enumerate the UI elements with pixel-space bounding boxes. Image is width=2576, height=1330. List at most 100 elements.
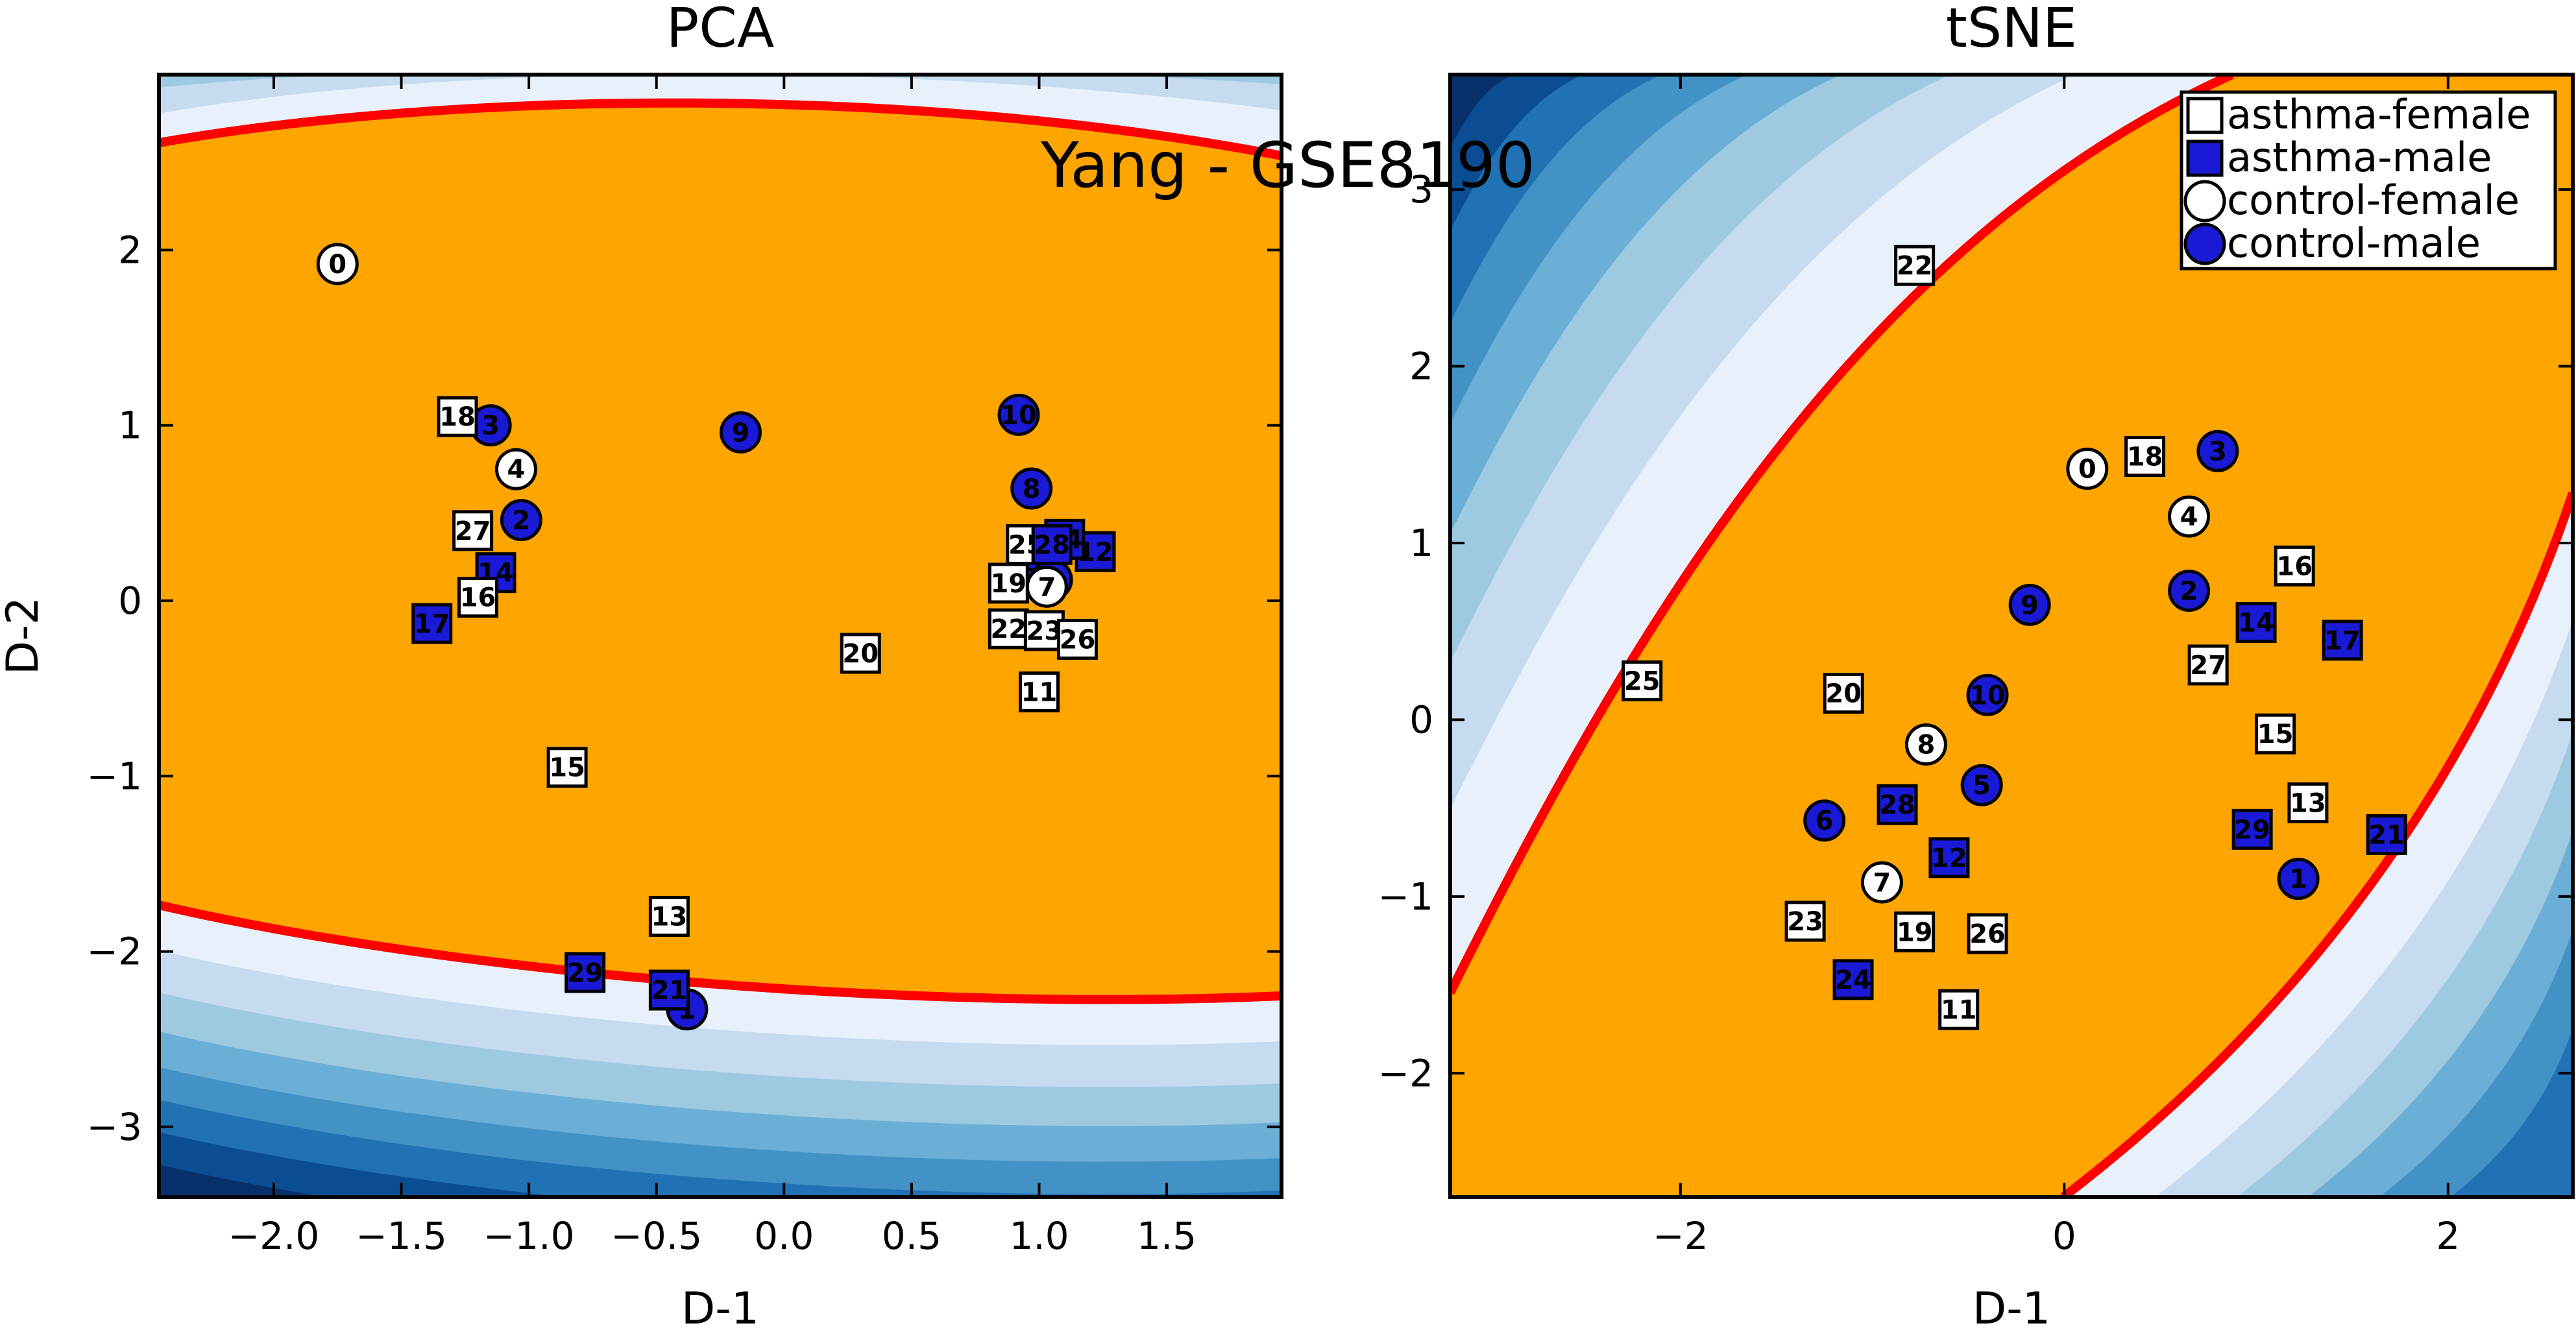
point-label: 9	[732, 418, 750, 448]
point-label: 2	[512, 506, 530, 536]
data-point-asthma-male: 28	[1031, 524, 1073, 565]
data-point-control-male: 9	[2008, 583, 2051, 626]
point-label: 12	[1931, 843, 1967, 873]
tsne-title: tSNE	[1946, 0, 2077, 60]
pca-x-tick-label: 1.5	[1137, 1214, 1197, 1258]
tsne-inside-region	[1450, 75, 2573, 1197]
legend-marker-asthma-female	[2186, 97, 2224, 134]
data-point-asthma-female: 13	[2287, 782, 2329, 823]
point-marker-circle	[1904, 723, 1947, 766]
point-label: 19	[990, 569, 1027, 599]
pca-contour-bottom-7	[159, 1165, 1282, 1197]
tsne-contour-upper-7	[1450, 75, 1513, 149]
point-label: 4	[507, 455, 526, 485]
point-marker-circle	[1966, 673, 2009, 716]
point-label: 16	[2276, 551, 2313, 581]
point-label: 22	[1897, 251, 1933, 281]
point-label: 10	[1969, 681, 2006, 710]
data-point-control-male: 2	[2168, 570, 2211, 612]
point-marker-square	[1018, 671, 1060, 712]
data-point-asthma-female: 16	[457, 577, 498, 618]
pca-y-tick-label: −2	[87, 930, 143, 974]
point-label: 8	[1917, 731, 1935, 760]
point-label: 21	[651, 976, 688, 1006]
point-marker-square	[411, 603, 453, 644]
point-marker-square	[546, 747, 588, 788]
point-marker-circle	[2066, 448, 2109, 490]
data-point-control-female: 8	[1904, 723, 1947, 766]
point-marker-square	[840, 633, 881, 674]
legend-box	[2180, 90, 2557, 271]
point-marker-circle	[2168, 495, 2211, 538]
point-marker-square	[437, 396, 478, 437]
point-marker-circle	[2277, 858, 2320, 901]
data-point-asthma-male: 12	[1928, 837, 1970, 878]
point-label: 9	[2021, 590, 2039, 620]
tsne-x-tick-label: 0	[2052, 1214, 2076, 1258]
point-marker-circle	[500, 499, 542, 542]
point-label: 14	[2238, 609, 2274, 638]
point-label: 22	[990, 614, 1027, 644]
point-marker-circle	[494, 448, 537, 490]
legend-marker-control-female	[2183, 180, 2226, 223]
point-marker-circle	[1960, 764, 2003, 806]
data-point-asthma-female: 16	[2274, 545, 2315, 586]
point-label: 0	[328, 250, 346, 280]
data-point-control-female: 4	[494, 448, 537, 490]
pca-x-tick-label: −2.0	[228, 1214, 320, 1258]
pca-y-tick-label: 1	[118, 404, 142, 448]
tsne-frame	[1448, 73, 2575, 1199]
pca-inside-region	[159, 103, 1282, 1000]
point-marker-circle	[1860, 861, 1903, 904]
point-label: 5	[1973, 771, 1991, 801]
data-point-control-female: 0	[2066, 448, 2109, 490]
tsne-y-tick-label: −1	[1378, 875, 1434, 919]
point-label: 15	[549, 753, 585, 783]
tsne-y-tick-label: 1	[1409, 521, 1433, 565]
data-point-asthma-male: 24	[1832, 959, 1874, 1000]
pca-title: PCA	[666, 0, 775, 60]
point-label: 27	[455, 516, 491, 546]
point-label: 26	[1969, 919, 2006, 949]
point-marker-circle	[2008, 583, 2051, 626]
point-label: 27	[2190, 651, 2226, 681]
legend-marker-asthma-male	[2186, 139, 2224, 177]
data-point-asthma-male: 17	[2322, 620, 2363, 661]
point-label: 3	[2209, 437, 2227, 466]
pca-panel: 0123456789101112131415161718192021222324…	[0, 0, 1283, 1330]
point-label: 6	[1816, 806, 1834, 836]
pca-y-tick-label: −3	[87, 1105, 143, 1149]
pca-contour-top-1	[159, 75, 1282, 114]
tsne-contour-upper-6	[1450, 75, 1583, 231]
pca-boundary-top	[159, 98, 1282, 160]
point-marker-circle	[997, 393, 1040, 436]
point-label: 20	[1825, 679, 1862, 709]
point-label: 11	[1941, 995, 1977, 1025]
data-point-asthma-female: 19	[988, 562, 1029, 604]
point-marker-square	[1938, 989, 1980, 1030]
data-point-asthma-female: 18	[2124, 435, 2166, 477]
point-label: 11	[1021, 678, 1058, 708]
data-point-asthma-male: 29	[565, 952, 606, 993]
pca-plot-area: 0123456789101112131415161718192021222324…	[159, 75, 1282, 1197]
point-label: 16	[460, 583, 496, 613]
data-point-control-female: 0	[316, 243, 359, 285]
point-marker-circle	[316, 243, 359, 285]
legend-label-asthma-male: asthma-male	[2227, 134, 2492, 181]
data-point-control-male: 10	[1966, 673, 2009, 716]
point-label: 23	[1027, 616, 1063, 646]
data-point-asthma-male: 14	[2235, 602, 2277, 644]
data-point-control-female: 7	[1860, 861, 1903, 904]
point-marker-square	[1056, 618, 1098, 660]
point-label: 2	[2180, 577, 2198, 607]
data-point-asthma-male: 29	[2231, 808, 2273, 850]
point-marker-square	[2255, 713, 2296, 755]
data-point-asthma-female: 23	[1784, 901, 1826, 942]
point-marker-square	[988, 608, 1029, 649]
tsne-x-ticks: −2 0 2	[1653, 75, 2460, 1258]
data-point-asthma-female: 25	[1622, 660, 1663, 701]
data-point-asthma-female: 11	[1938, 989, 1980, 1030]
point-marker-square	[2231, 808, 2273, 850]
point-label: 7	[1873, 868, 1891, 898]
